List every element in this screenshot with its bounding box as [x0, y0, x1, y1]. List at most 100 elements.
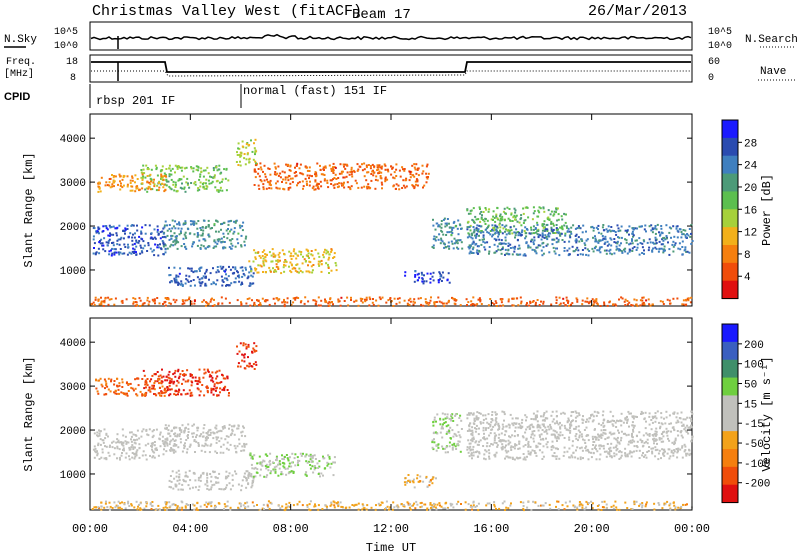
data-region	[253, 162, 430, 191]
colorbar-tick-label: -50	[744, 439, 764, 451]
colorbar-tick-label: -15	[744, 419, 764, 431]
freq-tick-bottom: 8	[70, 73, 76, 84]
nave-tick-top: 60	[708, 57, 720, 68]
power-data	[89, 114, 694, 308]
colorbar-tick-label: 4	[744, 272, 751, 284]
colorbar-segment	[722, 341, 738, 361]
velocity-colorbar: 200 100 50 15 -15 -50 -100 -200	[721, 323, 770, 504]
data-region	[248, 248, 338, 275]
colorbar-segment	[722, 413, 738, 432]
data-region	[163, 423, 248, 454]
colorbar-segment	[722, 359, 738, 379]
nsearch-tick-bottom: 10^0	[708, 41, 732, 52]
y-tick-label: 4000	[60, 338, 86, 350]
colorbar-segment	[722, 173, 738, 192]
colorbar-segment	[722, 280, 738, 300]
nsearch-tick-top: 10^5	[708, 27, 732, 38]
data-region	[90, 296, 693, 308]
colorbar-segment	[722, 377, 738, 396]
nsky-tick-top: 10^5	[54, 27, 78, 38]
x-tick-label: 00:00	[674, 522, 710, 536]
colorbar-tick-label: 100	[744, 360, 764, 372]
data-region	[95, 377, 167, 397]
cpid-rbsp: rbsp 201 IF	[96, 94, 175, 108]
colorbar-tick-label: 12	[744, 228, 757, 240]
nsky-panel: N.Sky 10^5 10^0 10^5 10^0 N.Search	[4, 21, 798, 52]
data-region	[236, 342, 258, 370]
data-region	[141, 368, 230, 397]
colorbar-segment	[722, 244, 738, 264]
data-region	[91, 500, 693, 512]
colorbar-tick-label: 50	[744, 380, 757, 392]
y-tick-label: 1000	[60, 266, 86, 278]
y-tick-label: 4000	[60, 134, 86, 146]
data-region	[431, 412, 463, 454]
colorbar-tick-label: 28	[744, 138, 757, 150]
colorbar-segment	[722, 209, 738, 228]
nsearch-label: N.Search	[745, 34, 798, 46]
data-region	[431, 217, 464, 250]
x-tick-label: 04:00	[172, 522, 208, 536]
data-region	[92, 428, 167, 461]
beam-label: Beam 17	[352, 7, 411, 23]
data-region	[466, 223, 694, 257]
y-tick-label: 3000	[60, 178, 86, 190]
colorbar-tick-label: -200	[744, 479, 770, 491]
y-tick-label: 2000	[60, 222, 86, 234]
freq-panel: Freq. [MHz] 18 8 60 0 Nave	[4, 54, 795, 84]
power-ylabel: Slant Range [km]	[22, 152, 36, 267]
data-region	[162, 219, 248, 250]
x-tick-label: 20:00	[574, 522, 610, 536]
colorbar-segment	[722, 466, 738, 486]
colorbar-tick-label: 20	[744, 183, 757, 195]
data-region	[235, 138, 258, 167]
nave-tick-bottom: 0	[708, 73, 714, 84]
freq-tick-top: 18	[66, 57, 78, 68]
velocity-panel: 1000 2000 3000 4000 Slant Range [km] 200 100…	[22, 317, 774, 554]
data-region	[97, 173, 168, 193]
cpid-strip: CPID rbsp 201 IF normal (fast) 151 IF	[4, 84, 387, 108]
velocity-ylabel: Slant Range [km]	[22, 356, 36, 471]
time-axis-label: Time UT	[366, 541, 416, 554]
y-tick-label: 1000	[60, 470, 86, 482]
colorbar-tick-label: 200	[744, 340, 764, 352]
data-region	[466, 410, 694, 461]
power-colorbar: 28 24 20 16 12 8 4	[721, 119, 758, 300]
colorbar-segment	[722, 137, 738, 157]
nave-series	[91, 70, 691, 77]
cpid-normal: normal (fast) 151 IF	[243, 84, 387, 98]
data-region	[466, 206, 568, 235]
colorbar-tick-label: 16	[744, 205, 757, 217]
x-tick-label: 08:00	[273, 522, 309, 536]
x-tick-label: 00:00	[72, 522, 108, 536]
colorbar-segment	[722, 431, 738, 450]
colorbar-tick-label: -100	[744, 459, 770, 471]
freq-series	[91, 61, 691, 73]
freq-label: Freq.	[6, 57, 36, 68]
y-tick-label: 3000	[60, 382, 86, 394]
nsky-label: N.Sky	[4, 34, 37, 46]
colorbar-tick-label: 8	[744, 250, 751, 262]
power-y-ticks: 1000 2000 3000 4000	[60, 134, 692, 278]
time-x-ticks: 00:00 04:00 08:00 12:00 16:00 20:00 00:00	[72, 318, 710, 536]
colorbar-segment	[722, 395, 738, 414]
colorbar-tick-label: 15	[744, 399, 757, 411]
data-region	[168, 469, 255, 492]
power-colorbar-label: Power [dB]	[760, 174, 774, 246]
data-region	[403, 474, 437, 489]
nsky-series	[90, 33, 692, 41]
velocity-colorbar-label: Velocity [m s⁻¹]	[760, 356, 774, 471]
freq-unit-label: [MHz]	[4, 68, 34, 80]
data-region	[248, 452, 336, 479]
x-tick-label: 12:00	[373, 522, 409, 536]
y-tick-label: 2000	[60, 426, 86, 438]
chart-title: Christmas Valley West (fitACF)	[92, 3, 362, 20]
colorbar-segment	[722, 191, 738, 210]
colorbar-segment	[722, 227, 738, 246]
velocity-data	[91, 342, 694, 512]
colorbar-segment	[722, 262, 738, 282]
colorbar-segment	[722, 484, 738, 504]
nsky-tick-bottom: 10^0	[54, 41, 78, 52]
colorbar-segment	[722, 120, 738, 139]
